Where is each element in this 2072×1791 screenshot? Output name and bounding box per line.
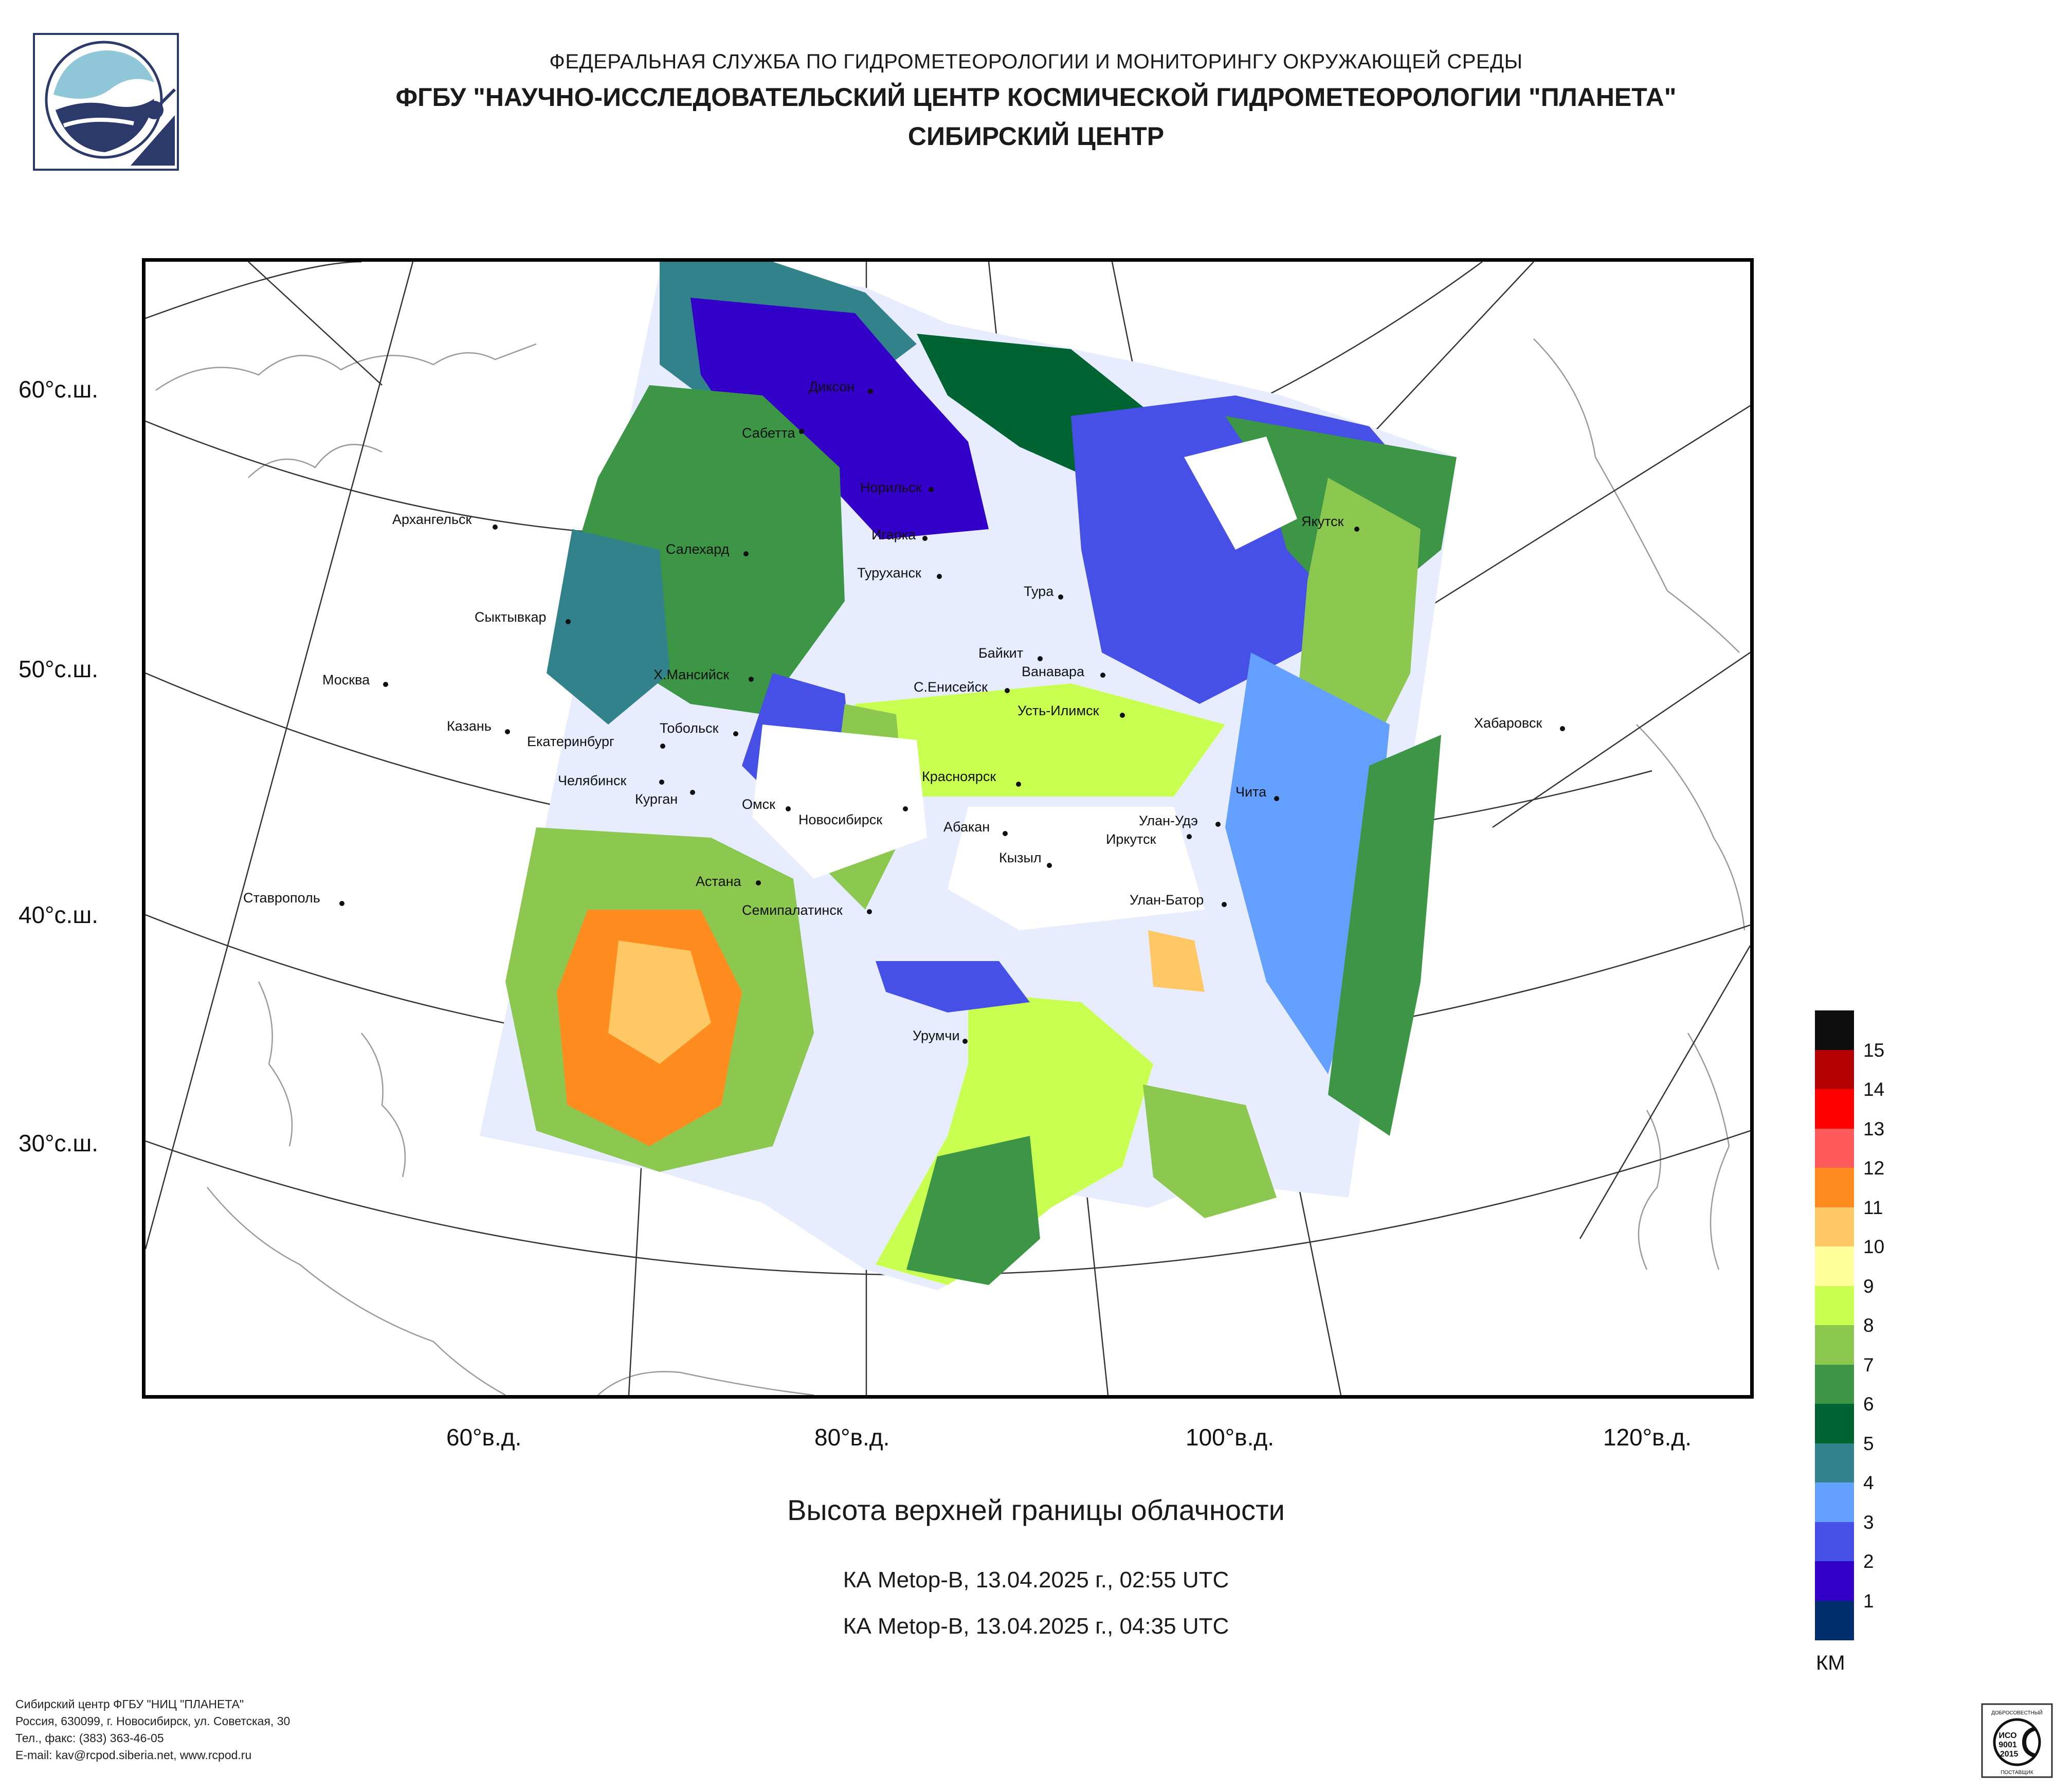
city-label: Ванавара: [1022, 664, 1085, 679]
legend-label: 9: [1863, 1275, 1874, 1297]
city-label: Салехард: [666, 541, 730, 557]
legend-swatch: [1815, 1443, 1854, 1483]
city-label: Семипалатинск: [742, 902, 843, 918]
lon-label-80: 80°в.д.: [814, 1424, 890, 1451]
legend-swatch: [1815, 1050, 1854, 1090]
legend-label: 15: [1863, 1039, 1885, 1061]
legend-label: 11: [1863, 1197, 1883, 1218]
legend-swatch: [1815, 1089, 1854, 1129]
legend-label: 14: [1863, 1079, 1885, 1100]
legend-swatch: [1815, 1325, 1854, 1365]
lat-label-30: 30°с.ш.: [19, 1130, 99, 1156]
city-label: Сыктывкар: [475, 609, 547, 625]
iso-badge: ДОБРОСОВЕСТНЫЙ ИСО 9001 -2015 ПОСТАВЩИК: [1981, 1703, 2053, 1778]
city-label: С.Енисейск: [914, 679, 988, 695]
legend-swatch: [1815, 1600, 1854, 1640]
legend-label: 8: [1863, 1315, 1874, 1336]
city-label: Тобольск: [660, 720, 719, 736]
city-label: Сабетта: [742, 425, 796, 441]
legend-label: 4: [1863, 1472, 1874, 1493]
legend-swatch: [1815, 1364, 1854, 1404]
satellite-pass-1: КА Metop-B, 13.04.2025 г., 02:55 UTC: [843, 1567, 1229, 1593]
legend-swatch: [1815, 1128, 1854, 1168]
legend-label: 5: [1863, 1433, 1874, 1454]
footer-email: E-mail: kav@rcpod.siberia.net, www.rcpod…: [15, 1748, 252, 1762]
city-label: Норильск: [860, 480, 922, 495]
lon-label-60: 60°в.д.: [446, 1424, 522, 1451]
city-label: Хабаровск: [1474, 715, 1542, 731]
legend-unit: КМ: [1816, 1652, 1845, 1674]
map-title: Высота верхней границы облачности: [787, 1494, 1285, 1526]
coastlines: [155, 338, 1746, 1395]
cloud-top-height-map: Диксон Сабетта Норильск Игарка Туруханск…: [142, 258, 1754, 1399]
legend-swatch: [1815, 1168, 1854, 1208]
city-label: Москва: [322, 672, 370, 688]
city-label: Ставрополь: [243, 890, 320, 906]
city-label: Архангельск: [392, 512, 472, 527]
footer-phone: Тел., факс: (383) 363-46-05: [15, 1731, 164, 1745]
legend-swatch: [1815, 1404, 1854, 1444]
city-label: Омск: [742, 797, 775, 812]
satellite-pass-2: КА Metop-B, 13.04.2025 г., 04:35 UTC: [843, 1614, 1229, 1639]
legend-label: 7: [1863, 1354, 1874, 1376]
footer-address: Россия, 630099, г. Новосибирск, ул. Сове…: [15, 1714, 290, 1728]
city-label: Екатеринбург: [527, 734, 614, 749]
city-label: Казань: [447, 718, 492, 734]
legend-swatch: [1815, 1561, 1854, 1601]
legend-swatch: [1815, 1286, 1854, 1326]
city-label: Якутск: [1301, 514, 1344, 529]
city-markers: Диксон Сабетта Норильск Игарка Туруханск…: [243, 379, 1565, 1044]
lat-label-50: 50°с.ш.: [19, 656, 99, 682]
iso-line2: 9001: [1998, 1741, 2017, 1749]
header-institute: ФГБУ "НАУЧНО-ИССЛЕДОВАТЕЛЬСКИЙ ЦЕНТР КОС…: [395, 83, 1677, 112]
header-agency: ФЕДЕРАЛЬНАЯ СЛУЖБА ПО ГИДРОМЕТЕОРОЛОГИИ …: [549, 50, 1523, 73]
city-label: Урумчи: [913, 1028, 960, 1043]
footer-contacts: Сибирский центр ФГБУ "НИЦ "ПЛАНЕТА" Росс…: [15, 1696, 290, 1764]
city-label: Тура: [1024, 584, 1054, 599]
planeta-logo: [33, 33, 179, 171]
city-label: Иркутск: [1106, 831, 1156, 847]
legend-label: 1: [1863, 1590, 1874, 1612]
city-label: Улан-Батор: [1130, 892, 1204, 908]
legend-label: 13: [1863, 1118, 1885, 1139]
city-label: Туруханск: [857, 565, 921, 581]
city-label: Игарка: [871, 527, 916, 542]
iso-line1: ИСО: [1998, 1731, 2016, 1740]
city-label: Курган: [635, 791, 678, 807]
legend-label: 3: [1863, 1511, 1874, 1533]
cloud-swath: [480, 262, 1457, 1290]
lat-label-60: 60°с.ш.: [19, 376, 99, 403]
header-center: СИБИРСКИЙ ЦЕНТР: [907, 122, 1165, 151]
city-label: Астана: [696, 874, 741, 889]
lon-label-100: 100°в.д.: [1186, 1424, 1274, 1451]
city-label: Челябинск: [558, 773, 626, 788]
city-label: Абакан: [943, 819, 990, 835]
legend-swatch: [1815, 1246, 1854, 1287]
city-label: Байкит: [978, 645, 1023, 661]
iso-top-text: ДОБРОСОВЕСТНЫЙ: [1991, 1709, 2043, 1716]
footer-org: Сибирский центр ФГБУ "НИЦ "ПЛАНЕТА": [15, 1697, 244, 1711]
legend-swatch: [1815, 1522, 1854, 1562]
legend-label: 6: [1863, 1394, 1874, 1415]
iso-bottom-text: ПОСТАВЩИК: [2001, 1770, 2033, 1776]
legend-swatch: [1815, 1482, 1854, 1523]
legend-swatch: [1815, 1010, 1854, 1051]
city-label: Х.Мансийск: [653, 667, 729, 682]
city-label: Кызыл: [999, 850, 1042, 865]
city-label: Чита: [1235, 784, 1267, 800]
iso-line3: -2015: [1997, 1750, 2019, 1759]
city-label: Новосибирск: [798, 812, 882, 827]
city-label: Красноярск: [922, 769, 996, 784]
legend-label: 10: [1863, 1236, 1885, 1257]
legend-swatch: [1815, 1207, 1854, 1247]
legend-label: 2: [1863, 1551, 1874, 1572]
city-label: Диксон: [809, 379, 855, 394]
city-label: Усть-Илимск: [1017, 703, 1099, 718]
lon-label-120: 120°в.д.: [1603, 1424, 1692, 1451]
legend-label: 12: [1863, 1157, 1885, 1179]
city-label: Улан-Удэ: [1139, 813, 1198, 828]
lat-label-40: 40°с.ш.: [19, 901, 99, 928]
